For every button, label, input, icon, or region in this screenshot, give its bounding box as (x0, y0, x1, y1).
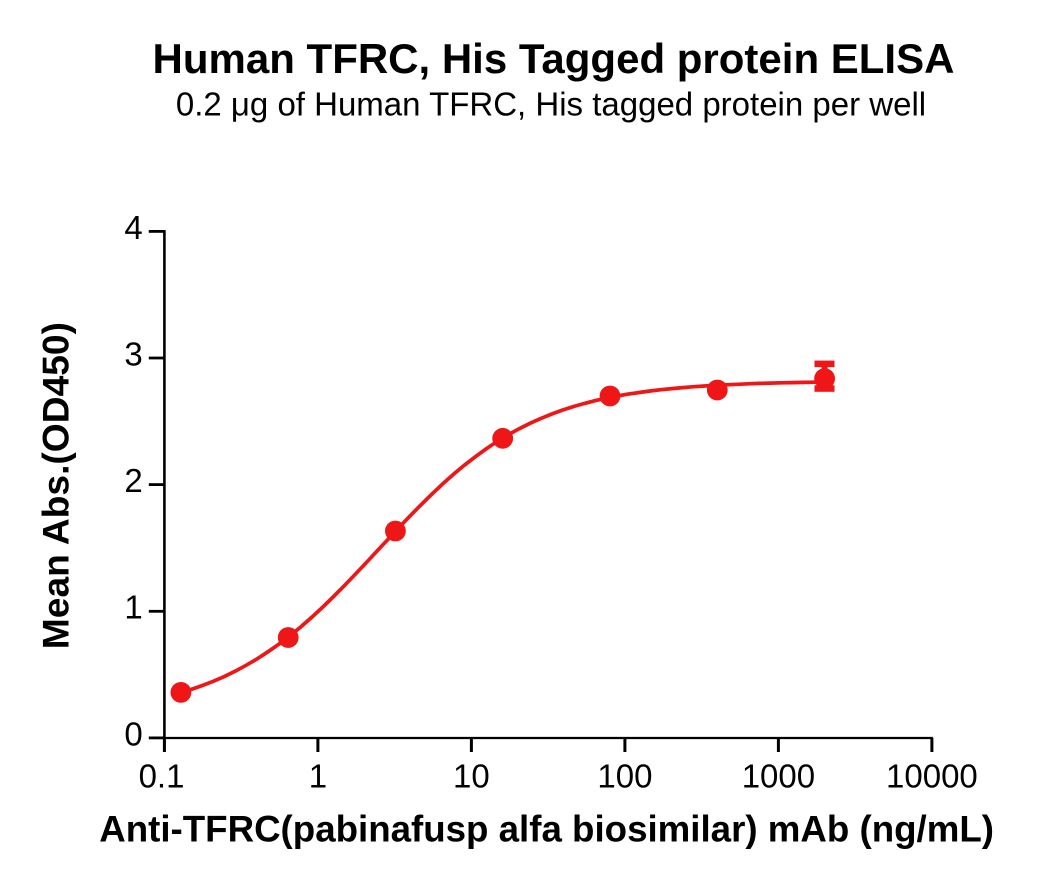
svg-text:2: 2 (124, 462, 142, 499)
svg-text:1: 1 (124, 589, 142, 626)
svg-text:10: 10 (453, 758, 490, 795)
svg-text:4: 4 (124, 209, 142, 246)
svg-text:100: 100 (597, 758, 652, 795)
svg-text:1000: 1000 (742, 758, 815, 795)
svg-text:0.1: 0.1 (139, 758, 185, 795)
svg-text:Anti-TFRC(pabinafusp alfa bios: Anti-TFRC(pabinafusp alfa biosimilar) mA… (99, 809, 994, 850)
svg-text:0: 0 (124, 715, 142, 752)
svg-text:10000: 10000 (886, 758, 978, 795)
svg-text:Mean Abs.(OD450): Mean Abs.(OD450) (35, 322, 77, 649)
svg-text:3: 3 (124, 335, 142, 372)
svg-text:0.2 μg of Human TFRC, His tagg: 0.2 μg of Human TFRC, His tagged protein… (176, 86, 926, 123)
svg-text:Human TFRC, His Tagged protein: Human TFRC, His Tagged protein ELISA (153, 35, 955, 82)
svg-text:1: 1 (309, 758, 327, 795)
